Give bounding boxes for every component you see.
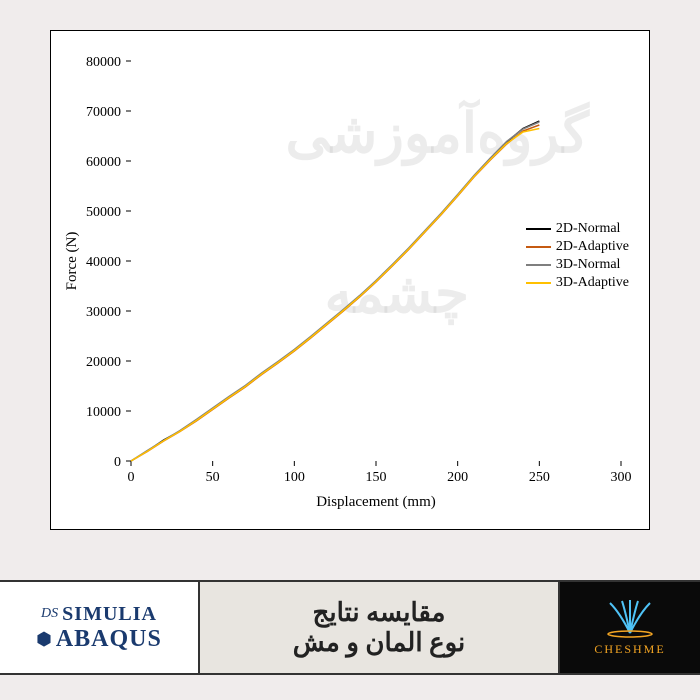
svg-text:50: 50 bbox=[206, 470, 220, 485]
legend-item: 2D-Normal bbox=[526, 221, 629, 237]
footer-title: مقایسه نتایج نوع المان و مش bbox=[200, 582, 560, 673]
simulia-label: SIMULIA bbox=[62, 603, 157, 626]
svg-text:Force (N): Force (N) bbox=[64, 232, 80, 291]
ds-label: DS bbox=[41, 606, 58, 622]
footer-title-line1: مقایسه نتایج bbox=[313, 598, 446, 628]
svg-text:70000: 70000 bbox=[86, 105, 121, 120]
cheshme-label: CHESHME bbox=[594, 642, 665, 657]
svg-text:60000: 60000 bbox=[86, 155, 121, 170]
svg-text:10000: 10000 bbox=[86, 405, 121, 420]
svg-text:Displacement (mm): Displacement (mm) bbox=[316, 494, 436, 510]
fountain-icon bbox=[600, 598, 660, 638]
abaqus-icon: ⬢ bbox=[36, 629, 52, 650]
svg-text:30000: 30000 bbox=[86, 305, 121, 320]
footer-bar: DS SIMULIA ⬢ ABAQUS مقایسه نتایج نوع الم… bbox=[0, 580, 700, 675]
abaqus-label: ABAQUS bbox=[56, 626, 162, 653]
chart-panel: گروه‌آموزشی چشمه 05010015020025030001000… bbox=[50, 30, 650, 530]
svg-text:40000: 40000 bbox=[86, 255, 121, 270]
svg-text:250: 250 bbox=[529, 470, 550, 485]
cheshme-logo-panel: CHESHME bbox=[560, 582, 700, 673]
legend-item: 3D-Adaptive bbox=[526, 275, 629, 291]
svg-text:150: 150 bbox=[366, 470, 387, 485]
svg-text:0: 0 bbox=[114, 455, 121, 470]
svg-text:20000: 20000 bbox=[86, 355, 121, 370]
chart-legend: 2D-Normal 2D-Adaptive 3D-Normal 3D-Adaptive bbox=[526, 221, 629, 293]
svg-text:300: 300 bbox=[611, 470, 632, 485]
svg-text:80000: 80000 bbox=[86, 55, 121, 70]
svg-text:200: 200 bbox=[447, 470, 468, 485]
software-logo-panel: DS SIMULIA ⬢ ABAQUS bbox=[0, 582, 200, 673]
svg-text:50000: 50000 bbox=[86, 205, 121, 220]
legend-item: 3D-Normal bbox=[526, 257, 629, 273]
svg-text:0: 0 bbox=[128, 470, 135, 485]
legend-item: 2D-Adaptive bbox=[526, 239, 629, 255]
svg-text:100: 100 bbox=[284, 470, 305, 485]
footer-title-line2: نوع المان و مش bbox=[293, 628, 466, 658]
